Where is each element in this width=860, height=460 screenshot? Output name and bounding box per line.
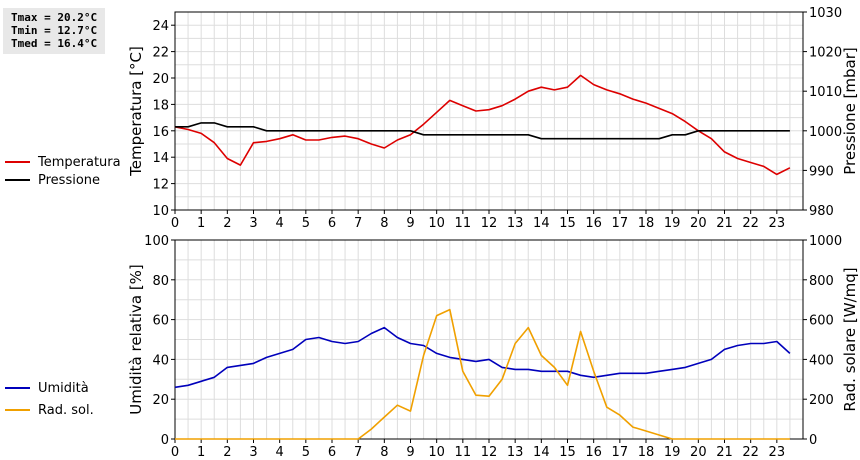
y-tick-label: 20	[152, 72, 169, 87]
legend-label: Rad. sol.	[38, 403, 94, 418]
x-tick-label: 16	[585, 445, 602, 460]
y-tick-label: 80	[152, 274, 169, 289]
y2-tick-label: 990	[809, 164, 834, 179]
y2-axis-label: Pressione [mbar]	[841, 47, 859, 175]
x-tick-label: 20	[690, 445, 707, 460]
x-tick-label: 11	[455, 216, 472, 231]
x-tick-label: 3	[249, 445, 257, 460]
y2-tick-label: 800	[809, 274, 834, 289]
x-tick-label: 7	[354, 216, 362, 231]
x-tick-label: 9	[406, 216, 414, 231]
x-tick-label: 18	[638, 216, 655, 231]
x-tick-label: 19	[664, 216, 681, 231]
y2-axis-label: Rad. solare [W/mq]	[841, 267, 859, 411]
y2-tick-label: 400	[809, 353, 834, 368]
x-tick-label: 7	[354, 445, 362, 460]
y-axis-label: Umidità relativa [%]	[127, 264, 145, 415]
x-tick-label: 3	[249, 216, 257, 231]
tmax-text: Tmax = 20.2°C	[11, 11, 98, 24]
x-tick-label: 2	[223, 216, 231, 231]
x-tick-label: 6	[328, 216, 336, 231]
x-tick-label: 17	[612, 445, 629, 460]
tmin-text: Tmin = 12.7°C	[11, 24, 98, 37]
x-tick-label: 14	[533, 445, 550, 460]
y-tick-label: 18	[152, 98, 169, 113]
series-line-0	[174, 74, 791, 176]
y-tick-label: 60	[152, 314, 169, 329]
legend-label: Umidità	[38, 381, 89, 396]
x-tick-label: 23	[769, 216, 786, 231]
x-tick-label: 6	[328, 445, 336, 460]
x-tick-label: 2	[223, 445, 231, 460]
x-tick-label: 17	[612, 216, 629, 231]
x-tick-label: 15	[559, 445, 576, 460]
y2-tick-label: 1030	[809, 6, 842, 21]
y2-tick-label: 0	[809, 433, 817, 448]
y-tick-label: 16	[152, 125, 169, 140]
y2-tick-label: 1020	[809, 46, 842, 61]
series-line-1	[175, 308, 790, 440]
x-tick-label: 5	[302, 216, 310, 231]
y-tick-label: 10	[152, 204, 169, 219]
y-tick-label: 14	[152, 151, 169, 166]
y2-tick-label: 200	[809, 393, 834, 408]
x-tick-label: 13	[507, 445, 524, 460]
x-tick-label: 12	[481, 216, 498, 231]
x-tick-label: 12	[481, 445, 498, 460]
y2-tick-label: 980	[809, 204, 834, 219]
y2-tick-label: 1000	[809, 125, 842, 140]
x-tick-label: 22	[742, 216, 759, 231]
legend-label: Temperatura	[37, 155, 121, 170]
x-tick-label: 0	[171, 445, 179, 460]
y-tick-label: 24	[152, 19, 169, 34]
x-tick-label: 15	[559, 216, 576, 231]
y2-tick-label: 1010	[809, 85, 842, 100]
y-tick-label: 0	[161, 433, 169, 448]
x-tick-label: 4	[276, 216, 284, 231]
stats-box: Tmax = 20.2°C Tmin = 12.7°C Tmed = 16.4°…	[3, 8, 105, 54]
x-tick-label: 14	[533, 216, 550, 231]
x-tick-label: 20	[690, 216, 707, 231]
y2-tick-label: 1000	[809, 234, 842, 249]
y-tick-label: 12	[152, 178, 169, 193]
y-axis-label: Temperatura [°C]	[127, 46, 145, 177]
x-tick-label: 0	[171, 216, 179, 231]
tmed-text: Tmed = 16.4°C	[11, 37, 98, 50]
x-tick-label: 10	[428, 216, 445, 231]
y-tick-label: 40	[152, 353, 169, 368]
x-tick-label: 21	[716, 216, 733, 231]
x-tick-label: 8	[380, 445, 388, 460]
y-tick-label: 22	[152, 46, 169, 61]
y-tick-label: 20	[152, 393, 169, 408]
x-tick-label: 9	[406, 445, 414, 460]
x-tick-label: 10	[428, 445, 445, 460]
y-tick-label: 100	[144, 234, 169, 249]
temperature-pressure-chart: 0 1 2 3 4 5 6 7 8 9 10 11 12 13 14 15 16 17 18 19 20 21 22 2310…	[5, 6, 859, 231]
legend-label: Pressione	[38, 173, 100, 188]
y2-tick-label: 600	[809, 314, 834, 329]
series-line-0	[174, 326, 791, 389]
series-line-1	[175, 122, 790, 140]
x-tick-label: 4	[276, 445, 284, 460]
humidity-radiation-chart: 0 1 2 3 4 5 6 7 8 9 10 11 12 13 14 15 16 17 18 19 20 21 22 2302…	[5, 234, 859, 460]
x-tick-label: 5	[302, 445, 310, 460]
x-tick-label: 19	[664, 445, 681, 460]
x-tick-label: 21	[716, 445, 733, 460]
x-tick-label: 1	[197, 216, 205, 231]
x-tick-label: 18	[638, 445, 655, 460]
x-tick-label: 16	[585, 216, 602, 231]
x-tick-label: 1	[197, 445, 205, 460]
x-tick-label: 8	[380, 216, 388, 231]
x-tick-label: 13	[507, 216, 524, 231]
x-tick-label: 11	[455, 445, 472, 460]
x-tick-label: 23	[769, 445, 786, 460]
x-tick-label: 22	[742, 445, 759, 460]
